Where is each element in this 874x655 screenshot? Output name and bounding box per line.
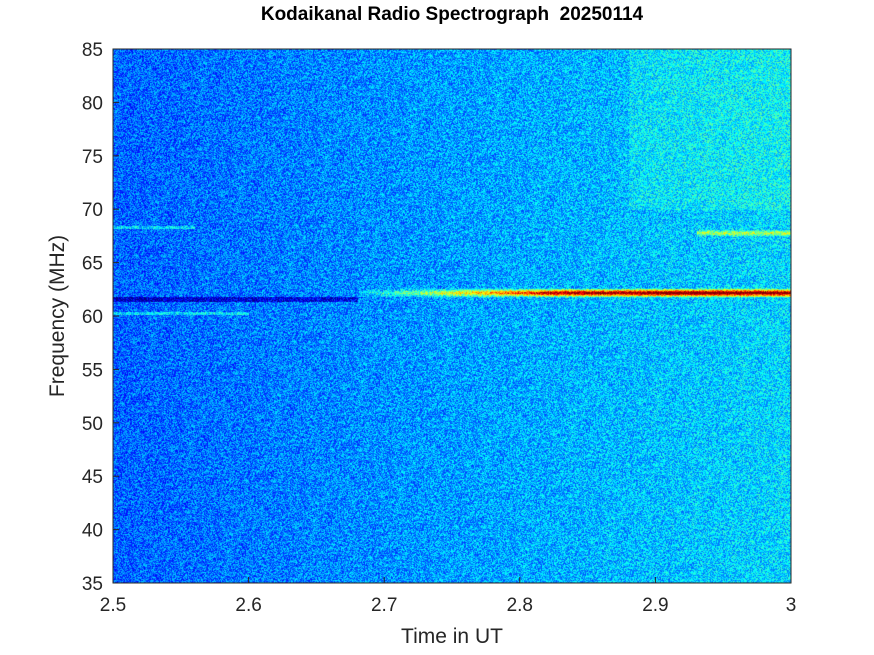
- x-tick-label: 2.8: [507, 595, 533, 616]
- y-axis-label: Frequency (MHz): [46, 235, 69, 397]
- x-tick-label: 3: [786, 595, 797, 616]
- y-tick-label: 85: [82, 40, 103, 61]
- x-axis: 2.5 2.6 2.7 2.8 2.9 3: [100, 577, 797, 616]
- y-tick-label: 75: [82, 147, 103, 168]
- x-tick-label: 2.6: [235, 595, 261, 616]
- y-tick-label: 60: [82, 307, 103, 328]
- x-tick-label: 2.7: [371, 595, 397, 616]
- y-axis: 35 40 45 50 55 60 65 70 75 80 85: [82, 40, 119, 595]
- y-tick-label: 65: [82, 254, 103, 275]
- x-axis-label: Time in UT: [401, 625, 503, 648]
- y-tick-label: 35: [82, 574, 103, 595]
- plot-area: [113, 49, 791, 583]
- y-tick-label: 50: [82, 414, 103, 435]
- y-tick-label: 80: [82, 93, 103, 114]
- spectrogram-image: [113, 49, 791, 583]
- chart-title: Kodaikanal Radio Spectrograph 20250114: [260, 4, 644, 25]
- y-tick-label: 70: [82, 200, 103, 221]
- y-tick-label: 45: [82, 467, 103, 488]
- y-tick-label: 55: [82, 360, 103, 381]
- x-tick-label: 2.9: [642, 595, 668, 616]
- x-tick-label: 2.5: [100, 595, 126, 616]
- y-tick-label: 40: [82, 521, 103, 542]
- plot-frame: [112, 48, 792, 584]
